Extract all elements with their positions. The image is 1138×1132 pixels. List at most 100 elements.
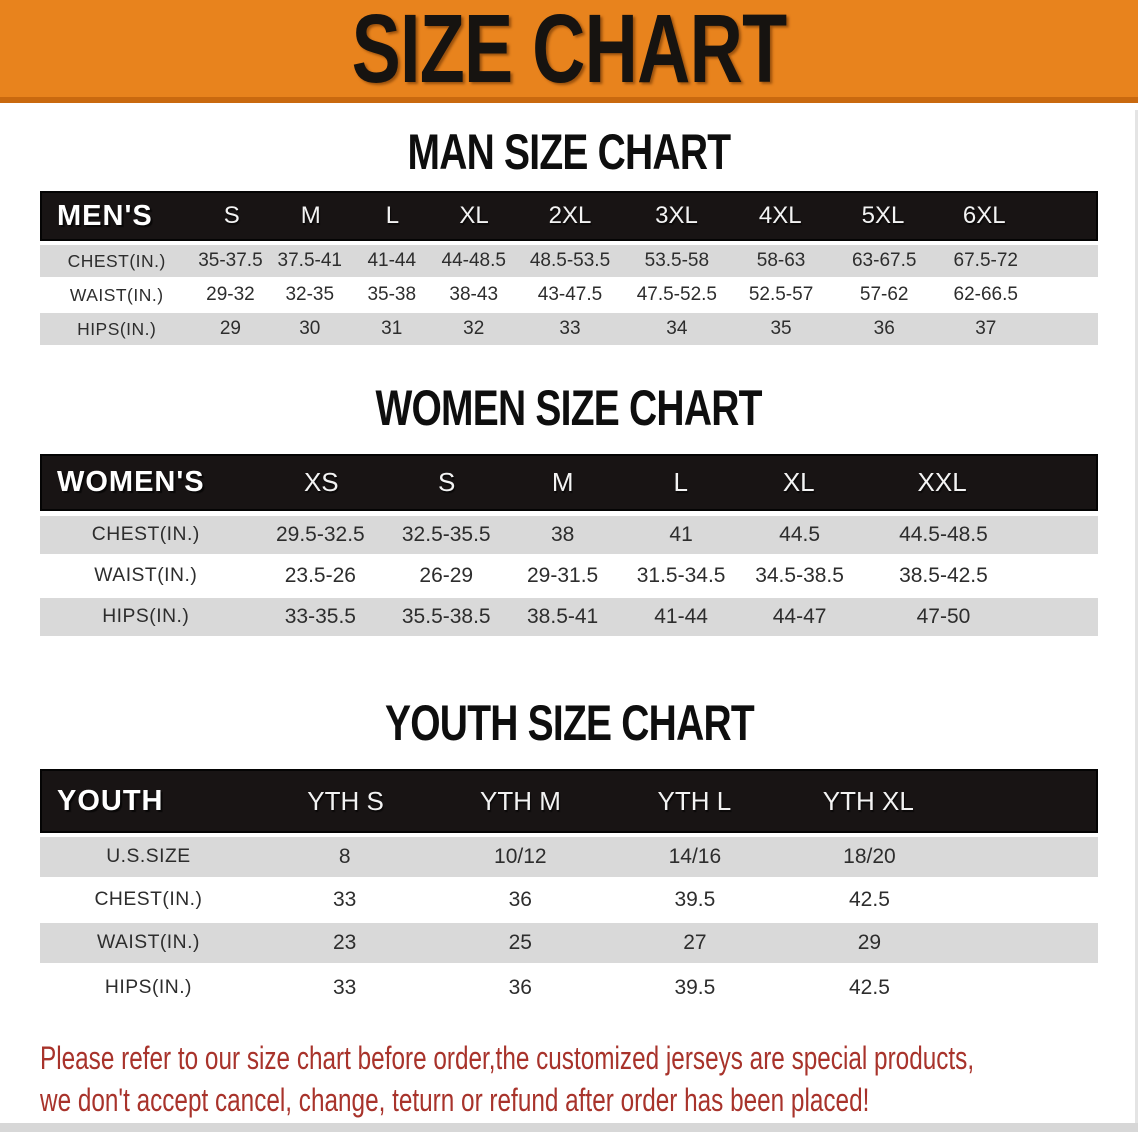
size-cell: 18/20: [843, 845, 896, 868]
table-row: HIPS(IN.) 33-35.5 35.5-38.5 38.5-41 41-4…: [40, 598, 1098, 636]
size-cell: 23.5-26: [284, 564, 356, 587]
youth-size-table: YOUTH YTH S YTH M YTH L YTH XL U.S.SIZE …: [40, 769, 1098, 1009]
size-cell: 37.5-41: [277, 250, 342, 271]
size-cell: 36: [508, 888, 532, 911]
row-spacer: [1028, 598, 1098, 636]
disclaimer-line-1: Please refer to our size chart before or…: [40, 1040, 975, 1076]
size-cell: 41-44: [654, 605, 708, 628]
size-cell: 67.5-72: [953, 250, 1018, 271]
size-cell: 26-29: [419, 564, 474, 587]
row-label: CHEST(IN.): [67, 250, 166, 271]
banner: SIZE CHART: [0, 0, 1138, 103]
table-row: CHEST(IN.) 35-37.5 37.5-41 41-44 44-48.5…: [40, 245, 1098, 277]
size-cell: 35: [770, 318, 792, 339]
table-row: HIPS(IN.) 29 30 31 32 33 34 35 36 37: [40, 313, 1098, 345]
size-cell: 42.5: [849, 888, 890, 911]
col-header: YTH L: [657, 785, 732, 816]
size-cell: 53.5-58: [644, 250, 710, 271]
women-section-heading: WOMEN SIZE CHART: [0, 383, 1138, 433]
table-row: CHEST(IN.) 29.5-32.5 32.5-35.5 38 41 44.…: [40, 516, 1098, 554]
col-header: 2XL: [548, 202, 592, 229]
size-cell: 58-63: [756, 250, 806, 271]
col-header: L: [385, 202, 400, 229]
col-header: YTH S: [307, 785, 384, 816]
col-header: L: [673, 467, 688, 497]
col-header: XS: [303, 467, 339, 497]
row-label: HIPS(IN.): [102, 606, 190, 627]
table-row: WAIST(IN.) 23 25 27 29: [40, 923, 1098, 963]
size-cell: 47.5-52.5: [636, 284, 717, 305]
size-cell: 36: [873, 318, 895, 339]
col-header: YTH M: [480, 785, 561, 816]
col-header: 6XL: [962, 202, 1006, 229]
men-heading-text: MAN SIZE CHART: [407, 124, 732, 180]
size-cell: 31.5-34.5: [636, 564, 726, 587]
col-header: M: [300, 202, 321, 229]
size-cell: 29-32: [206, 284, 255, 305]
size-cell: 27: [683, 931, 707, 954]
row-label: WAIST(IN.): [94, 565, 198, 586]
col-header: S: [223, 202, 240, 229]
size-cell: 32: [463, 318, 485, 339]
size-cell: 38.5-41: [527, 605, 599, 628]
youth-heading-text: YOUTH SIZE CHART: [384, 695, 755, 751]
size-cell: 43-47.5: [537, 284, 603, 305]
size-cell: 30: [299, 318, 321, 339]
size-cell: 38-43: [449, 284, 499, 305]
right-edge-strip: [1135, 110, 1138, 1123]
size-cell: 34: [666, 318, 688, 339]
row-spacer: [956, 771, 1096, 831]
size-cell: 39.5: [674, 975, 716, 999]
size-cell: 52.5-57: [748, 284, 814, 305]
row-label: WAIST(IN.): [69, 284, 164, 305]
youth-section-heading: YOUTH SIZE CHART: [0, 698, 1138, 748]
size-cell: 34.5-38.5: [755, 564, 844, 587]
women-header-label: WOMEN'S: [57, 466, 205, 498]
size-cell: 37: [975, 318, 997, 339]
row-label: CHEST(IN.): [91, 524, 200, 545]
row-label: HIPS(IN.): [77, 318, 157, 339]
men-header-label: MEN'S: [57, 199, 153, 232]
col-header: S: [438, 467, 456, 497]
col-header: XL: [782, 467, 815, 497]
row-spacer: [1034, 193, 1096, 239]
women-heading-text: WOMEN SIZE CHART: [375, 380, 763, 436]
size-cell: 41: [669, 523, 693, 546]
size-cell: 44.5-48.5: [899, 523, 988, 546]
size-cell: 10/12: [494, 845, 547, 868]
size-cell: 44.5: [779, 523, 821, 546]
size-cell: 8: [338, 845, 351, 868]
size-cell: 62-66.5: [953, 284, 1018, 305]
size-cell: 33: [333, 975, 357, 999]
row-spacer: [957, 880, 1098, 920]
size-cell: 47-50: [916, 605, 971, 628]
row-spacer: [957, 966, 1098, 1009]
men-table-header-row: MEN'S S M L XL 2XL 3XL 4XL 5XL 6XL: [40, 191, 1098, 241]
size-cell: 33: [559, 318, 581, 339]
size-cell: 35-37.5: [198, 250, 263, 271]
size-cell: 63-67.5: [851, 250, 917, 271]
row-spacer: [957, 923, 1098, 963]
size-cell: 14/16: [668, 845, 722, 868]
table-row: WAIST(IN.) 23.5-26 26-29 29-31.5 31.5-34…: [40, 557, 1098, 595]
size-cell: 44-48.5: [441, 250, 506, 271]
row-label: CHEST(IN.): [94, 889, 203, 910]
col-header: XXL: [917, 467, 967, 497]
row-label: U.S.SIZE: [106, 846, 191, 867]
disclaimer-line-2: we don't accept cancel, change, teturn o…: [40, 1082, 870, 1118]
row-spacer: [1035, 279, 1097, 311]
row-label: WAIST(IN.): [96, 932, 200, 953]
col-header: 4XL: [758, 202, 802, 229]
size-cell: 57-62: [859, 284, 909, 305]
size-cell: 32.5-35.5: [401, 523, 491, 546]
size-cell: 29: [219, 318, 241, 339]
col-header: YTH XL: [822, 785, 914, 816]
disclaimer: Please refer to our size chart before or…: [40, 1037, 1138, 1121]
size-cell: 23: [333, 931, 357, 954]
youth-header-label: YOUTH: [57, 784, 164, 817]
col-header: 5XL: [861, 202, 905, 229]
row-spacer: [1026, 456, 1096, 509]
size-cell: 32-35: [285, 284, 335, 305]
size-cell: 35-38: [367, 284, 417, 305]
